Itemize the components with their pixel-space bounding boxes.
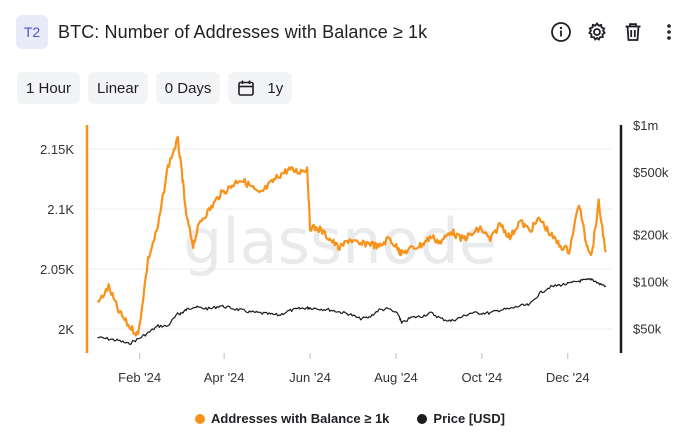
legend-dot-addresses — [195, 413, 206, 424]
chart-area[interactable]: glassnode 2K 2.05K 2.1K 2.15K $50k $100k $200k… — [0, 115, 700, 400]
info-icon[interactable] — [550, 21, 572, 43]
resolution-button[interactable]: 1 Hour — [17, 72, 81, 104]
chart-title: BTC: Number of Addresses with Balance ≥ … — [58, 21, 428, 42]
more-vertical-icon[interactable] — [658, 21, 680, 43]
tier-badge: T2 — [16, 15, 48, 49]
chart-toolbar: 1 Hour Linear 0 Days 1y — [17, 72, 293, 104]
left-tick-label: 2.15K — [40, 142, 74, 157]
legend-dot-price — [417, 413, 428, 424]
right-tick-label: $1m — [633, 118, 658, 133]
right-tick-label: $500k — [633, 165, 669, 180]
gear-icon[interactable] — [586, 21, 608, 43]
x-tick-label: Oct '24 — [461, 370, 502, 385]
calendar-icon — [237, 79, 255, 97]
chart-header: T2 BTC: Number of Addresses with Balance… — [16, 14, 684, 50]
right-tick-label: $50k — [633, 322, 662, 337]
x-tick-label: Aug '24 — [374, 370, 418, 385]
header-actions — [550, 14, 680, 50]
chart-svg: glassnode 2K 2.05K 2.1K 2.15K $50k $100k $200k… — [40, 118, 669, 385]
series-line-price — [97, 277, 607, 346]
legend-item-price[interactable]: Price [USD] — [417, 411, 505, 426]
range-button[interactable]: 1y — [228, 72, 293, 104]
x-tick-label: Dec '24 — [546, 370, 590, 385]
series-line-addresses — [96, 135, 607, 337]
x-tick-label: Apr '24 — [204, 370, 245, 385]
scale-button[interactable]: Linear — [88, 72, 148, 104]
legend-label-price: Price [USD] — [433, 411, 505, 426]
sma-button[interactable]: 0 Days — [155, 72, 221, 104]
left-tick-label: 2.1K — [47, 202, 74, 217]
right-tick-label: $100k — [633, 275, 669, 290]
right-tick-label: $200k — [633, 227, 669, 242]
x-tick-label: Feb '24 — [118, 370, 161, 385]
x-tick-label: Jun '24 — [289, 370, 331, 385]
range-label: 1y — [267, 79, 284, 97]
left-tick-label: 2K — [58, 322, 74, 337]
watermark: glassnode — [183, 205, 497, 278]
legend-label-addresses: Addresses with Balance ≥ 1k — [211, 411, 390, 426]
legend-item-addresses[interactable]: Addresses with Balance ≥ 1k — [195, 411, 389, 426]
chart-legend: Addresses with Balance ≥ 1k Price [USD] — [0, 411, 700, 426]
trash-icon[interactable] — [622, 21, 644, 43]
left-tick-label: 2.05K — [40, 262, 74, 277]
